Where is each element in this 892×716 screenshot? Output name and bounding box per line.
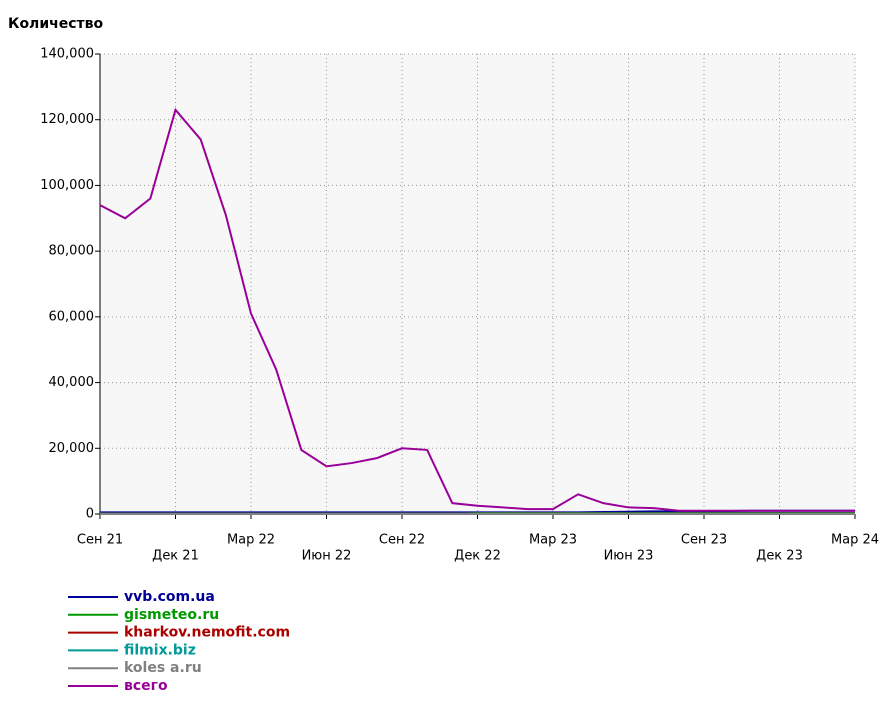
x-tick-label: Сен 23 <box>681 533 727 548</box>
x-tick-label: Сен 21 <box>77 533 123 548</box>
legend-label: всего <box>124 678 168 694</box>
x-tick-label: Июн 22 <box>302 549 352 564</box>
plot-area <box>100 54 855 514</box>
legend-label: filmix.biz <box>124 642 196 658</box>
y-tick-label: 60,000 <box>49 309 95 324</box>
x-tick-label: Мар 24 <box>831 533 879 548</box>
legend-label: vvb.com.ua <box>124 589 215 605</box>
y-tick-label: 20,000 <box>49 441 95 456</box>
x-tick-label: Дек 23 <box>756 549 803 564</box>
x-tick-label: Сен 22 <box>379 533 425 548</box>
y-tick-label: 40,000 <box>49 375 95 390</box>
legend-label: koles a.ru <box>124 660 202 676</box>
x-tick-label: Дек 21 <box>152 549 199 564</box>
legend-label: kharkov.nemofit.com <box>124 625 290 641</box>
chart-title: Количество <box>8 16 104 32</box>
legend-label: gismeteo.ru <box>124 607 219 623</box>
x-tick-label: Мар 23 <box>529 533 577 548</box>
series-line <box>99 107 855 512</box>
y-tick-label: 120,000 <box>40 112 94 127</box>
y-tick-label: 80,000 <box>49 244 95 259</box>
x-tick-label: Мар 22 <box>227 533 275 548</box>
x-tick-label: Июн 23 <box>604 549 654 564</box>
x-tick-label: Дек 22 <box>454 549 501 564</box>
y-tick-label: 140,000 <box>40 47 94 62</box>
y-tick-label: 0 <box>86 507 94 522</box>
y-tick-label: 100,000 <box>40 178 94 193</box>
